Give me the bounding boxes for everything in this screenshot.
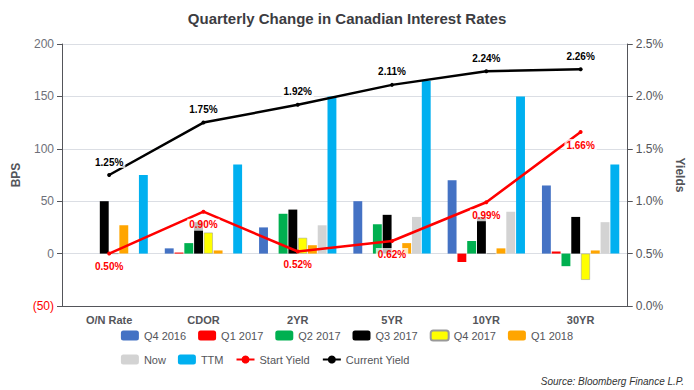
svg-text:2.11%: 2.11% [378, 66, 406, 77]
svg-text:O/N Rate: O/N Rate [86, 314, 132, 326]
svg-text:30YR: 30YR [567, 314, 595, 326]
svg-text:Source: Bloomberg Finance L.P.: Source: Bloomberg Finance L.P. [541, 376, 684, 387]
svg-text:1.92%: 1.92% [284, 86, 312, 97]
svg-text:1.5%: 1.5% [636, 142, 664, 156]
svg-text:2.0%: 2.0% [636, 89, 664, 103]
svg-text:0.52%: 0.52% [284, 259, 312, 270]
svg-text:BPS: BPS [9, 163, 23, 188]
svg-text:Current Yield: Current Yield [346, 354, 410, 366]
svg-text:Q1 2018: Q1 2018 [531, 330, 573, 342]
svg-text:0.5%: 0.5% [636, 247, 664, 261]
svg-text:0.62%: 0.62% [378, 249, 406, 260]
svg-text:Q1 2017: Q1 2017 [221, 330, 263, 342]
svg-text:TTM: TTM [201, 354, 224, 366]
svg-text:2.26%: 2.26% [566, 51, 594, 62]
svg-text:200: 200 [34, 37, 54, 51]
svg-text:1.75%: 1.75% [189, 104, 217, 115]
svg-text:150: 150 [34, 89, 54, 103]
svg-text:0.90%: 0.90% [189, 219, 217, 230]
svg-text:Q4 2017: Q4 2017 [454, 330, 496, 342]
svg-text:0.99%: 0.99% [472, 210, 500, 221]
svg-text:(50): (50) [33, 299, 54, 313]
svg-text:Yields: Yields [673, 158, 687, 193]
svg-text:1.0%: 1.0% [636, 194, 664, 208]
svg-text:Q4 2016: Q4 2016 [144, 330, 186, 342]
svg-text:Now: Now [144, 354, 166, 366]
svg-text:0.50%: 0.50% [95, 261, 123, 272]
svg-text:1.25%: 1.25% [95, 157, 123, 168]
svg-text:CDOR: CDOR [187, 314, 219, 326]
svg-text:5YR: 5YR [381, 314, 402, 326]
svg-text:2.24%: 2.24% [472, 53, 500, 64]
svg-text:0: 0 [47, 247, 54, 261]
svg-text:10YR: 10YR [473, 314, 501, 326]
svg-text:0.0%: 0.0% [636, 299, 664, 313]
svg-text:2.5%: 2.5% [636, 37, 664, 51]
svg-text:Quarterly Change in Canadian I: Quarterly Change in Canadian Interest Ra… [188, 10, 506, 27]
svg-text:2YR: 2YR [287, 314, 308, 326]
svg-text:Q3 2017: Q3 2017 [376, 330, 418, 342]
svg-text:100: 100 [34, 142, 54, 156]
svg-text:1.66%: 1.66% [566, 140, 594, 151]
svg-text:Start Yield: Start Yield [260, 354, 310, 366]
svg-text:Q2 2017: Q2 2017 [298, 330, 340, 342]
svg-text:50: 50 [41, 194, 55, 208]
